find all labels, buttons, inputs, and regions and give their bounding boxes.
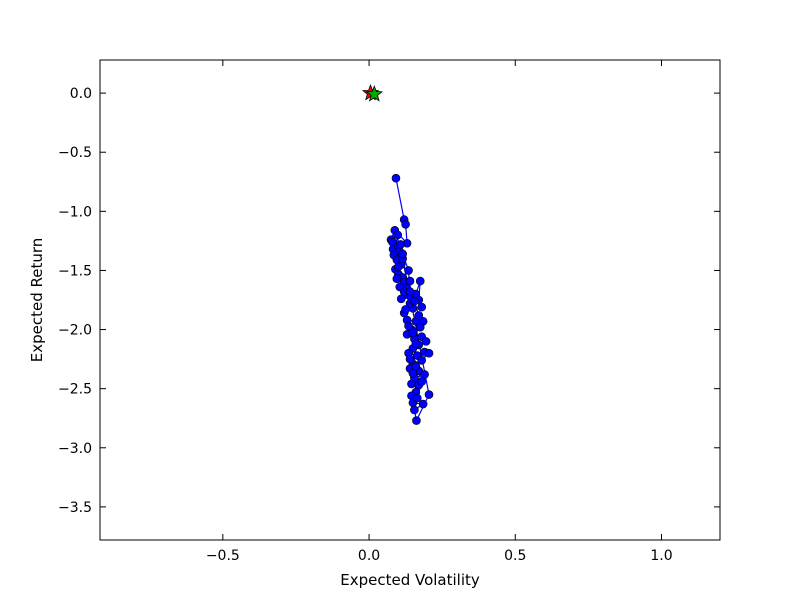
data-point <box>424 390 434 399</box>
y-tick-label: −3.5 <box>58 500 92 516</box>
data-point <box>405 276 415 286</box>
x-tick-label: −0.5 <box>206 548 240 564</box>
star-marker <box>365 85 384 102</box>
y-tick-label: −1.0 <box>58 204 92 220</box>
x-tick-label: 0.0 <box>358 548 380 564</box>
data-point <box>413 393 422 403</box>
data-point <box>393 230 403 240</box>
data-point <box>396 240 405 249</box>
x-tick-label: 1.0 <box>650 548 672 564</box>
x-axis-label: Expected Volatility <box>340 571 480 589</box>
data-point <box>391 173 401 183</box>
data-point <box>412 416 421 425</box>
data-point <box>407 379 416 389</box>
data-point <box>404 321 413 331</box>
data-point <box>408 328 418 338</box>
data-point <box>417 377 426 386</box>
data-point <box>421 337 431 346</box>
series-0 <box>386 173 434 425</box>
data-point <box>424 348 434 358</box>
data-point <box>401 220 410 229</box>
data-point <box>410 405 419 415</box>
data-point <box>410 296 419 306</box>
y-tick-label: −3.0 <box>58 441 92 457</box>
y-tick-label: −2.0 <box>58 323 92 339</box>
data-point <box>408 369 418 378</box>
series-layer <box>361 83 434 425</box>
data-point <box>398 249 407 259</box>
y-axis-ticks: 0.0 −0.5 −1.0 −1.5 −2.0 −2.5 −3.0 −3.5 <box>58 86 720 516</box>
y-tick-label: −0.5 <box>58 145 92 161</box>
data-point <box>415 322 425 332</box>
data-point <box>418 399 428 409</box>
y-axis-label: Expected Return <box>28 238 46 363</box>
data-point <box>417 355 426 365</box>
x-axis-ticks: −0.5 0.0 0.5 1.0 <box>206 60 673 564</box>
data-point <box>394 262 403 272</box>
data-point <box>414 311 424 320</box>
data-point <box>392 274 402 284</box>
data-point <box>417 302 426 312</box>
data-point <box>415 276 425 286</box>
y-tick-label: −1.5 <box>58 263 92 279</box>
data-point <box>405 354 415 364</box>
y-tick-label: −2.5 <box>58 382 92 398</box>
data-point <box>405 287 415 297</box>
data-point <box>401 305 410 314</box>
series-2 <box>365 85 384 102</box>
plot-frame <box>99 59 721 541</box>
x-tick-label: 0.5 <box>504 548 526 564</box>
data-point <box>411 339 421 349</box>
y-tick-label: 0.0 <box>70 86 92 102</box>
data-point <box>404 266 413 275</box>
